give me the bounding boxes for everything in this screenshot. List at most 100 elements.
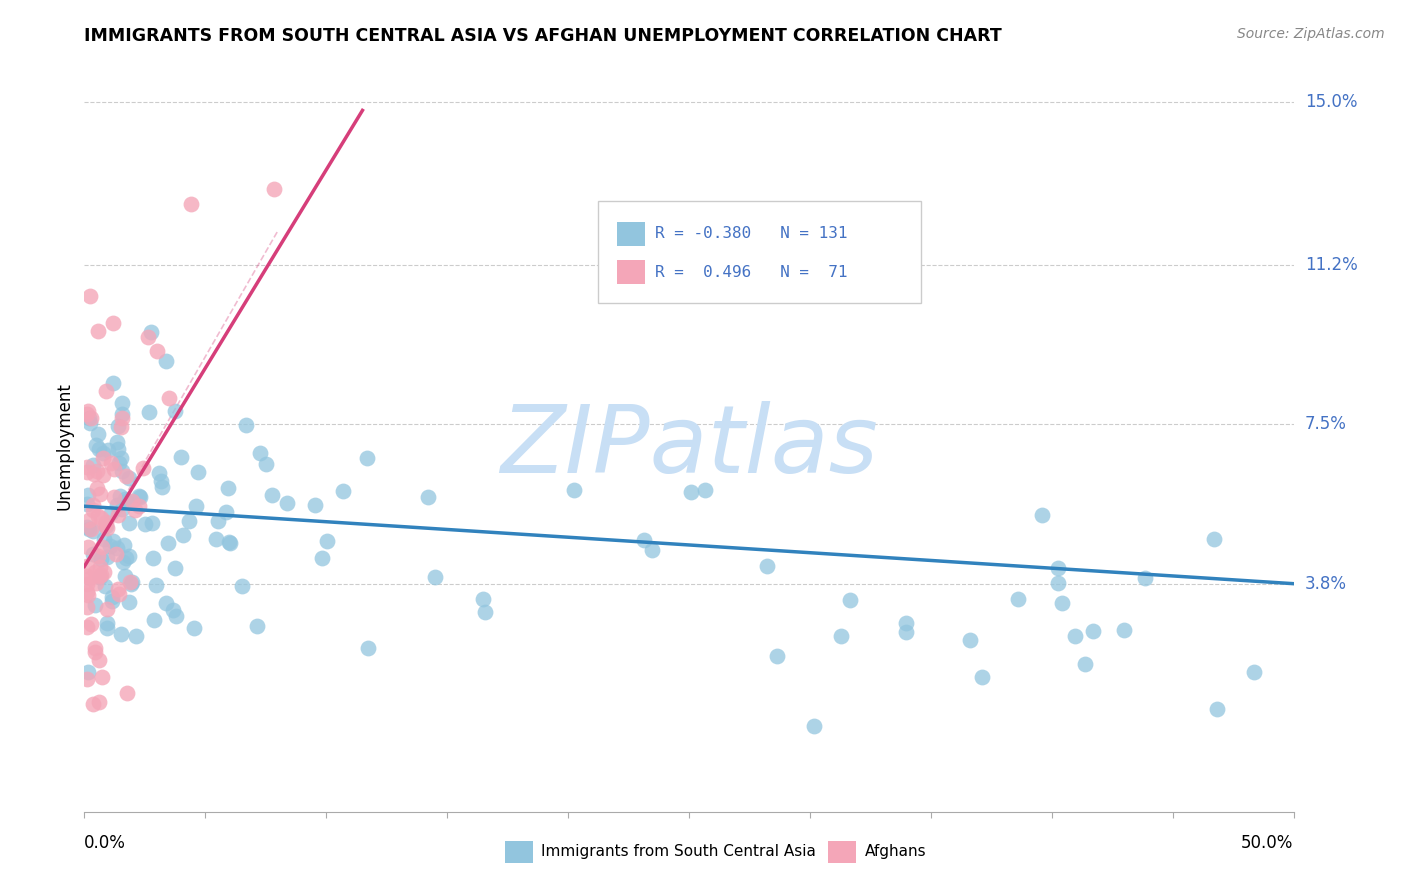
- Point: [693, 483, 716, 497]
- Point: [972, 669, 994, 683]
- Text: R = -0.380   N = 131: R = -0.380 N = 131: [655, 227, 848, 241]
- Point: [114, 568, 136, 582]
- Point: [89, 570, 111, 584]
- Point: [183, 621, 205, 635]
- Point: [84, 599, 107, 613]
- Point: [218, 535, 240, 549]
- Point: [315, 533, 337, 548]
- Point: [1073, 657, 1095, 671]
- Point: [180, 197, 202, 211]
- Text: Source: ZipAtlas.com: Source: ZipAtlas.com: [1237, 27, 1385, 41]
- Point: [107, 442, 129, 457]
- Point: [76, 673, 98, 687]
- Point: [100, 507, 122, 521]
- Point: [474, 605, 496, 619]
- Point: [80, 522, 103, 536]
- Point: [205, 532, 228, 546]
- Point: [76, 403, 98, 417]
- Text: R =  0.496   N =  71: R = 0.496 N = 71: [655, 265, 848, 279]
- Point: [89, 559, 111, 574]
- Point: [91, 450, 114, 465]
- Point: [1081, 624, 1104, 639]
- Point: [262, 488, 284, 502]
- Point: [896, 616, 918, 631]
- Point: [91, 468, 114, 483]
- Point: [124, 502, 146, 516]
- Point: [1243, 665, 1265, 679]
- Point: [87, 549, 110, 564]
- Point: [128, 490, 150, 504]
- Point: [77, 513, 100, 527]
- Point: [562, 483, 585, 498]
- Point: [90, 551, 112, 566]
- Point: [86, 437, 108, 451]
- Point: [118, 595, 141, 609]
- Point: [93, 532, 115, 546]
- Point: [131, 461, 153, 475]
- Text: Afghans: Afghans: [865, 845, 927, 859]
- Point: [90, 511, 112, 525]
- Point: [77, 522, 100, 536]
- Point: [118, 516, 141, 530]
- Point: [165, 608, 187, 623]
- Point: [118, 574, 141, 589]
- Point: [157, 536, 180, 550]
- Text: 3.8%: 3.8%: [1305, 574, 1347, 592]
- Text: Immigrants from South Central Asia: Immigrants from South Central Asia: [541, 845, 817, 859]
- Point: [184, 500, 207, 514]
- Point: [115, 493, 138, 508]
- Point: [79, 289, 101, 303]
- Point: [1206, 702, 1229, 716]
- Point: [76, 576, 98, 591]
- Point: [128, 489, 150, 503]
- Point: [83, 467, 105, 482]
- Point: [98, 539, 121, 553]
- Point: [83, 640, 105, 655]
- Point: [79, 411, 101, 425]
- Point: [254, 457, 277, 471]
- Point: [633, 533, 655, 547]
- Point: [76, 620, 98, 634]
- Point: [107, 508, 129, 522]
- Point: [416, 490, 439, 504]
- Point: [217, 481, 239, 495]
- Point: [838, 592, 860, 607]
- Point: [77, 588, 100, 602]
- Point: [115, 686, 138, 700]
- Point: [86, 464, 108, 478]
- Point: [103, 376, 125, 390]
- Point: [96, 616, 118, 631]
- Point: [803, 719, 825, 733]
- Point: [218, 534, 240, 549]
- Point: [87, 427, 110, 442]
- Point: [1204, 533, 1226, 547]
- Point: [96, 601, 118, 615]
- Point: [89, 487, 111, 501]
- Point: [110, 407, 132, 421]
- Point: [114, 469, 136, 483]
- Point: [356, 640, 378, 655]
- Point: [114, 491, 136, 506]
- Point: [111, 396, 134, 410]
- Point: [76, 569, 98, 583]
- Point: [80, 617, 103, 632]
- Point: [150, 475, 173, 489]
- Point: [110, 451, 132, 466]
- Point: [125, 629, 148, 643]
- Point: [76, 540, 98, 554]
- Point: [215, 506, 238, 520]
- Point: [84, 576, 107, 591]
- Point: [87, 324, 110, 338]
- Point: [94, 384, 117, 399]
- Point: [121, 494, 143, 508]
- Point: [128, 499, 150, 513]
- Point: [87, 653, 110, 667]
- Point: [76, 459, 98, 474]
- Point: [100, 456, 122, 470]
- Point: [90, 568, 112, 582]
- Point: [105, 435, 128, 450]
- Point: [177, 514, 200, 528]
- Point: [304, 498, 326, 512]
- Point: [111, 411, 134, 425]
- Point: [1007, 592, 1029, 607]
